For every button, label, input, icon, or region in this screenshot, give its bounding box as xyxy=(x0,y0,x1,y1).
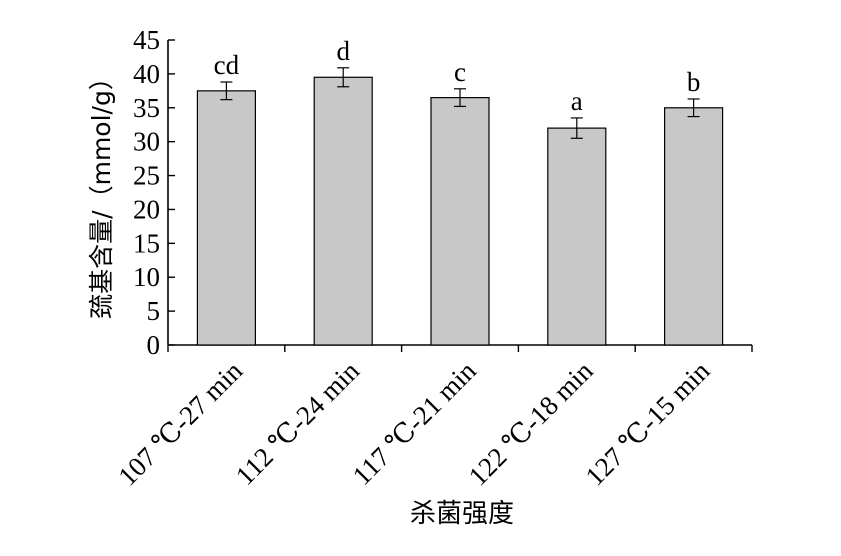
y-axis-title: 巯基含量/（mmol/g） xyxy=(87,65,116,319)
axes xyxy=(167,39,753,352)
bar xyxy=(430,97,490,346)
y-tick-label: 40 xyxy=(133,59,160,89)
x-tick-label: 122 ℃-18 min xyxy=(463,355,599,491)
y-tick-label: 0 xyxy=(147,330,161,360)
y-tick-label: 25 xyxy=(133,161,160,191)
significance-letter: cd xyxy=(214,50,240,80)
significance-letter: b xyxy=(687,67,701,97)
y-tick-label: 30 xyxy=(133,127,160,157)
x-tick-label: 107 ℃-27 min xyxy=(112,355,248,491)
y-tick-label: 35 xyxy=(133,93,160,123)
x-tick-label: 112 ℃-24 min xyxy=(230,355,366,491)
significance-letters: cd d c a b xyxy=(214,36,701,116)
significance-letter: c xyxy=(454,57,466,87)
bars xyxy=(196,76,724,346)
bar xyxy=(547,127,607,346)
y-tick-label: 15 xyxy=(133,228,160,258)
y-tick-label: 5 xyxy=(147,296,161,326)
y-tick-label: 20 xyxy=(133,194,160,224)
y-tick-label: 10 xyxy=(133,262,160,292)
significance-letter: d xyxy=(336,36,350,66)
y-tick-label: 45 xyxy=(133,25,160,55)
bar xyxy=(313,76,373,346)
error-bars xyxy=(220,67,700,139)
bar xyxy=(196,90,256,346)
x-tick-label: 127 ℃-15 min xyxy=(580,355,716,491)
bar xyxy=(663,107,724,346)
x-axis-title: 杀菌强度 xyxy=(410,499,514,529)
significance-letter: a xyxy=(571,86,583,116)
